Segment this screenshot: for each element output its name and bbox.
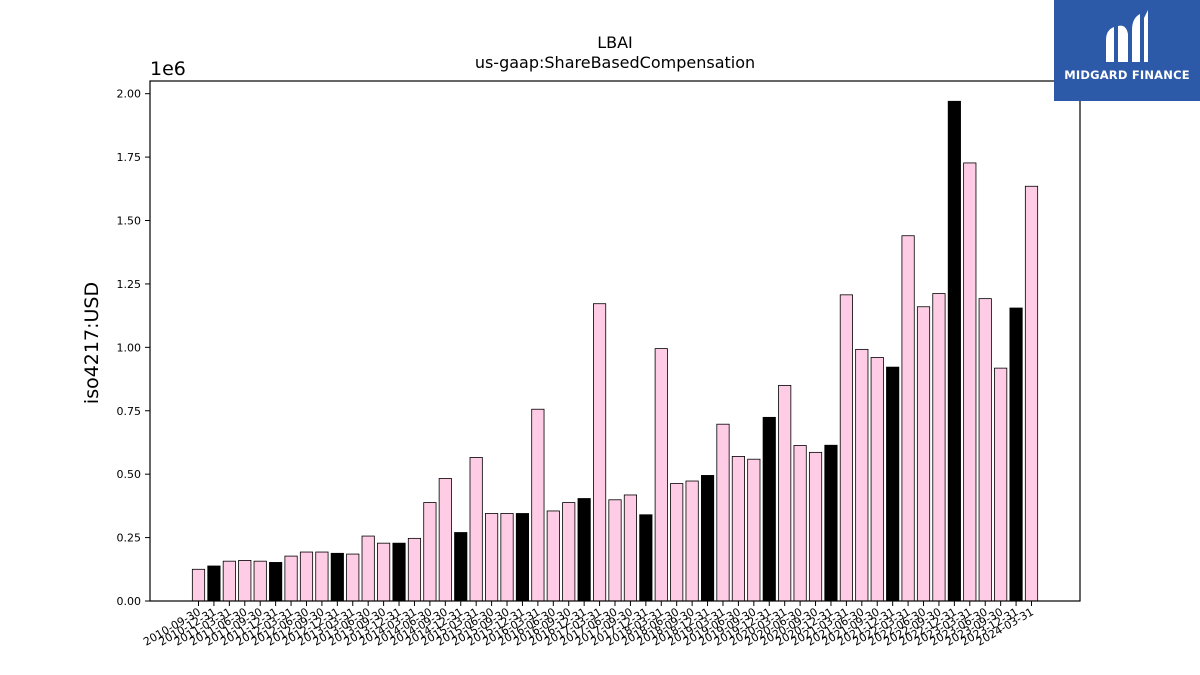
bar-2012-09-30	[315, 551, 329, 602]
bar-2015-12-31	[515, 513, 530, 602]
midgard-logo-icon	[1106, 10, 1148, 63]
y-tick-label: 0.00	[117, 595, 142, 608]
bar-2021-03-31	[839, 294, 853, 602]
bar-2023-09-30	[994, 367, 1008, 602]
bar-2014-12-31	[454, 532, 468, 602]
bar-2014-06-30	[423, 502, 437, 602]
bar-2013-09-30	[377, 542, 391, 602]
bar-2017-03-31	[593, 303, 607, 602]
bar-2012-12-31	[330, 552, 344, 602]
bar-2023-06-30	[978, 298, 992, 602]
bar-2020-12-31	[824, 444, 838, 602]
bar-2017-12-31	[639, 514, 653, 602]
bar-2011-06-30	[238, 560, 252, 602]
y-tick-label: 0.50	[117, 468, 142, 481]
x-ticks-group: 2010-09-302010-12-312011-03-312011-06-30…	[141, 601, 1036, 649]
bar-2015-09-30	[500, 513, 514, 602]
bar-2013-12-31	[392, 542, 406, 602]
bar-2020-03-31	[778, 384, 792, 602]
bar-2016-06-30	[546, 510, 560, 602]
bar-2018-09-30	[685, 480, 699, 602]
bar-2015-03-31	[469, 457, 483, 602]
bar-2013-06-30	[361, 535, 375, 602]
bars-group	[191, 100, 1039, 602]
bar-2019-06-30	[731, 456, 745, 602]
bar-2010-12-31	[207, 565, 221, 602]
bar-2017-06-30	[608, 499, 622, 602]
bar-2022-09-30	[932, 293, 946, 602]
y-tick-label: 0.75	[117, 405, 142, 418]
bar-2018-12-31	[700, 475, 715, 602]
bar-2014-03-31	[407, 537, 422, 602]
bar-2022-06-30	[916, 306, 931, 602]
bar-2016-12-31	[577, 498, 591, 602]
y-tick-label: 2.00	[117, 88, 142, 101]
bar-2022-12-31	[947, 100, 961, 602]
bar-2019-12-31	[762, 416, 776, 602]
brand-logo: MIDGARD FINANCE	[1054, 0, 1200, 101]
bar-2016-03-31	[531, 408, 545, 602]
bar-2021-06-30	[855, 348, 869, 602]
y-multiplier-label: 1e6	[150, 58, 186, 80]
y-tick-label: 1.75	[117, 151, 142, 164]
plot-frame	[149, 80, 1081, 602]
bar-2014-09-30	[438, 478, 452, 602]
chart-title: LBAI	[597, 33, 633, 52]
bar-2016-09-30	[562, 502, 576, 602]
bar-2023-03-31	[963, 162, 977, 602]
bar-2018-03-31	[654, 348, 668, 602]
bar-2018-06-30	[670, 483, 684, 602]
y-tick-label: 0.25	[117, 532, 142, 545]
bar-2011-03-31	[222, 560, 236, 602]
y-tick-label: 1.00	[117, 341, 142, 354]
bar-2017-09-30	[623, 494, 638, 602]
bar-2013-03-31	[346, 553, 360, 602]
brand-name: MIDGARD FINANCE	[1064, 68, 1190, 82]
bar-2015-06-30	[485, 513, 499, 602]
y-tick-label: 1.50	[117, 215, 142, 228]
bar-2020-09-30	[808, 451, 823, 602]
bar-2022-03-31	[901, 235, 915, 602]
bar-2021-09-30	[870, 357, 884, 602]
bar-2019-03-31	[716, 423, 730, 602]
bar-2020-06-30	[793, 445, 807, 602]
y-tick-label: 1.25	[117, 278, 142, 291]
bar-2012-06-30	[299, 551, 314, 602]
y-axis-label: iso4217:USD	[81, 282, 103, 404]
bar-2011-09-30	[253, 560, 267, 602]
bar-2010-09-30	[191, 568, 206, 602]
bar-2012-03-31	[284, 555, 298, 602]
bar-2021-12-31	[886, 366, 900, 602]
y-ticks-group: 0.00 0.25 0.50 0.75 1.00 1.25 1.50 1.75 2.00	[117, 88, 150, 608]
bar-2024-03-31	[1024, 185, 1039, 602]
chart-subtitle: us-gaap:ShareBasedCompensation	[475, 53, 755, 72]
bar-2019-09-30	[747, 458, 761, 602]
bar-2011-12-31	[269, 562, 283, 602]
bar-2023-12-31	[1009, 307, 1023, 602]
